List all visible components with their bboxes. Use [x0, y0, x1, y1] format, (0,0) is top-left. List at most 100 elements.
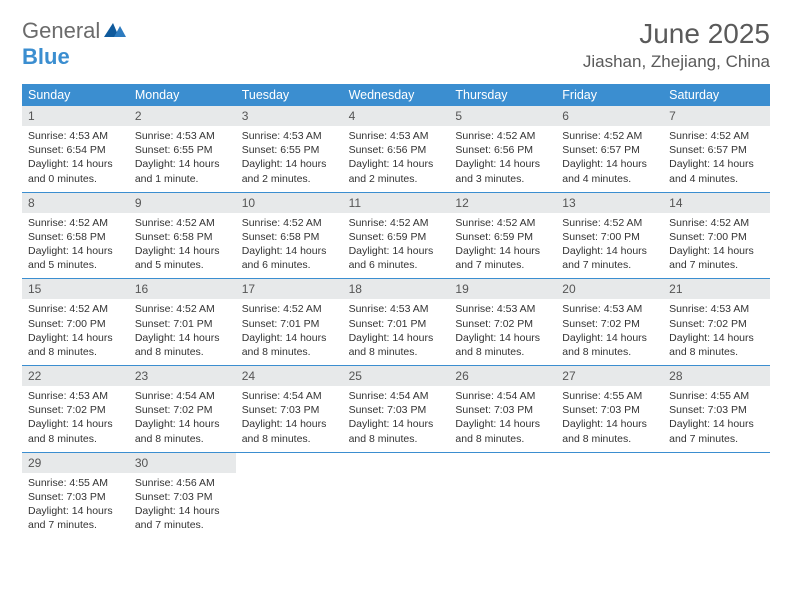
day-number-bar: 13 [556, 193, 663, 213]
day-number: 3 [242, 109, 249, 123]
week-row: 22 Sunrise: 4:53 AMSunset: 7:02 PMDayligh… [22, 366, 770, 453]
day-info: Sunrise: 4:52 AMSunset: 7:01 PMDaylight:… [236, 299, 343, 365]
day-cell: 3Sunrise: 4:53 AMSunset: 6:55 PMDaylight… [236, 106, 343, 192]
day-number-bar: 25 [343, 366, 450, 386]
location-text: Jiashan, Zhejiang, China [583, 52, 770, 72]
day-cell: 5Sunrise: 4:52 AMSunset: 6:56 PMDaylight… [449, 106, 556, 192]
day-number: 27 [562, 369, 575, 383]
day-info: Sunrise: 4:53 AMSunset: 7:02 PMDaylight:… [663, 299, 770, 365]
sunrise-line: Sunrise: 4:53 AM [135, 129, 230, 143]
dow-header: Thursday [449, 84, 556, 106]
sunset-line: Sunset: 7:00 PM [562, 230, 657, 244]
day-number: 22 [28, 369, 41, 383]
day-cell: 18Sunrise: 4:53 AMSunset: 7:01 PMDayligh… [343, 279, 450, 365]
daylight-line: Daylight: 14 hours and 7 minutes. [669, 244, 764, 272]
sunrise-line: Sunrise: 4:53 AM [28, 129, 123, 143]
sunset-line: Sunset: 6:59 PM [349, 230, 444, 244]
daylight-line: Daylight: 14 hours and 8 minutes. [562, 417, 657, 445]
day-number-bar: 20 [556, 279, 663, 299]
day-number: 7 [669, 109, 676, 123]
week-row: 15Sunrise: 4:52 AMSunset: 7:00 PMDayligh… [22, 279, 770, 366]
week-row: 8Sunrise: 4:52 AMSunset: 6:58 PMDaylight… [22, 193, 770, 280]
sunrise-line: Sunrise: 4:53 AM [242, 129, 337, 143]
day-number: 2 [135, 109, 142, 123]
day-info: Sunrise: 4:54 AMSunset: 7:03 PMDaylight:… [449, 386, 556, 452]
sunset-line: Sunset: 7:03 PM [455, 403, 550, 417]
sunset-line: Sunset: 7:01 PM [349, 317, 444, 331]
sunset-line: Sunset: 7:00 PM [28, 317, 123, 331]
day-cell: 15Sunrise: 4:52 AMSunset: 7:00 PMDayligh… [22, 279, 129, 365]
day-number: 13 [562, 196, 575, 210]
sunrise-line: Sunrise: 4:52 AM [562, 129, 657, 143]
sunset-line: Sunset: 6:54 PM [28, 143, 123, 157]
sunrise-line: Sunrise: 4:54 AM [242, 389, 337, 403]
day-number: 29 [28, 456, 41, 470]
sunset-line: Sunset: 7:03 PM [349, 403, 444, 417]
day-cell: 1Sunrise: 4:53 AMSunset: 6:54 PMDaylight… [22, 106, 129, 192]
day-number: 21 [669, 282, 682, 296]
daylight-line: Daylight: 14 hours and 8 minutes. [28, 331, 123, 359]
day-number-bar: 28 [663, 366, 770, 386]
day-number-bar: 17 [236, 279, 343, 299]
day-info: Sunrise: 4:55 AMSunset: 7:03 PMDaylight:… [663, 386, 770, 452]
day-number-bar: 26 [449, 366, 556, 386]
day-number: 23 [135, 369, 148, 383]
day-number-bar: 15 [22, 279, 129, 299]
day-number-bar: 23 [129, 366, 236, 386]
day-cell [343, 453, 450, 539]
day-cell: 12Sunrise: 4:52 AMSunset: 6:59 PMDayligh… [449, 193, 556, 279]
daylight-line: Daylight: 14 hours and 7 minutes. [135, 504, 230, 532]
sunset-line: Sunset: 7:03 PM [562, 403, 657, 417]
day-number-bar: 24 [236, 366, 343, 386]
daylight-line: Daylight: 14 hours and 5 minutes. [135, 244, 230, 272]
day-cell: 19Sunrise: 4:53 AMSunset: 7:02 PMDayligh… [449, 279, 556, 365]
day-cell: 27Sunrise: 4:55 AMSunset: 7:03 PMDayligh… [556, 366, 663, 452]
sunrise-line: Sunrise: 4:53 AM [28, 389, 123, 403]
sunrise-line: Sunrise: 4:52 AM [669, 129, 764, 143]
sunset-line: Sunset: 7:02 PM [669, 317, 764, 331]
day-info: Sunrise: 4:56 AMSunset: 7:03 PMDaylight:… [129, 473, 236, 539]
day-info: Sunrise: 4:52 AMSunset: 6:57 PMDaylight:… [556, 126, 663, 192]
sunset-line: Sunset: 6:58 PM [135, 230, 230, 244]
sunset-line: Sunset: 7:02 PM [562, 317, 657, 331]
day-cell: 4Sunrise: 4:53 AMSunset: 6:56 PMDaylight… [343, 106, 450, 192]
sunset-line: Sunset: 7:02 PM [455, 317, 550, 331]
day-number: 16 [135, 282, 148, 296]
day-cell: 13Sunrise: 4:52 AMSunset: 7:00 PMDayligh… [556, 193, 663, 279]
day-number-bar: 30 [129, 453, 236, 473]
sunset-line: Sunset: 6:56 PM [349, 143, 444, 157]
daylight-line: Daylight: 14 hours and 8 minutes. [455, 417, 550, 445]
sunrise-line: Sunrise: 4:55 AM [28, 476, 123, 490]
dow-header-row: SundayMondayTuesdayWednesdayThursdayFrid… [22, 84, 770, 106]
dow-header: Saturday [663, 84, 770, 106]
logo-blue-text: Blue [22, 44, 70, 69]
day-number: 18 [349, 282, 362, 296]
sunrise-line: Sunrise: 4:52 AM [242, 216, 337, 230]
sunrise-line: Sunrise: 4:53 AM [349, 129, 444, 143]
day-number: 26 [455, 369, 468, 383]
header: General June 2025 Jiashan, Zhejiang, Chi… [0, 0, 792, 78]
sunset-line: Sunset: 7:03 PM [242, 403, 337, 417]
day-info: Sunrise: 4:53 AMSunset: 7:02 PMDaylight:… [22, 386, 129, 452]
day-cell: 21 Sunrise: 4:53 AMSunset: 7:02 PMDayligh… [663, 279, 770, 365]
day-info: Sunrise: 4:52 AMSunset: 6:58 PMDaylight:… [236, 213, 343, 279]
sunset-line: Sunset: 7:03 PM [135, 490, 230, 504]
sunset-line: Sunset: 6:57 PM [669, 143, 764, 157]
day-number-bar: 11 [343, 193, 450, 213]
weeks-container: 1Sunrise: 4:53 AMSunset: 6:54 PMDaylight… [22, 106, 770, 538]
sunrise-line: Sunrise: 4:52 AM [242, 302, 337, 316]
daylight-line: Daylight: 14 hours and 0 minutes. [28, 157, 123, 185]
daylight-line: Daylight: 14 hours and 8 minutes. [562, 331, 657, 359]
sunset-line: Sunset: 7:00 PM [669, 230, 764, 244]
day-number-bar: 7 [663, 106, 770, 126]
day-number-bar: 29 [22, 453, 129, 473]
dow-header: Sunday [22, 84, 129, 106]
logo-general-text: General [22, 18, 100, 44]
daylight-line: Daylight: 14 hours and 8 minutes. [28, 417, 123, 445]
daylight-line: Daylight: 14 hours and 3 minutes. [455, 157, 550, 185]
day-cell: 11Sunrise: 4:52 AMSunset: 6:59 PMDayligh… [343, 193, 450, 279]
day-number-bar: 22 [22, 366, 129, 386]
day-info: Sunrise: 4:52 AMSunset: 6:58 PMDaylight:… [22, 213, 129, 279]
day-number: 9 [135, 196, 142, 210]
sunrise-line: Sunrise: 4:52 AM [455, 216, 550, 230]
